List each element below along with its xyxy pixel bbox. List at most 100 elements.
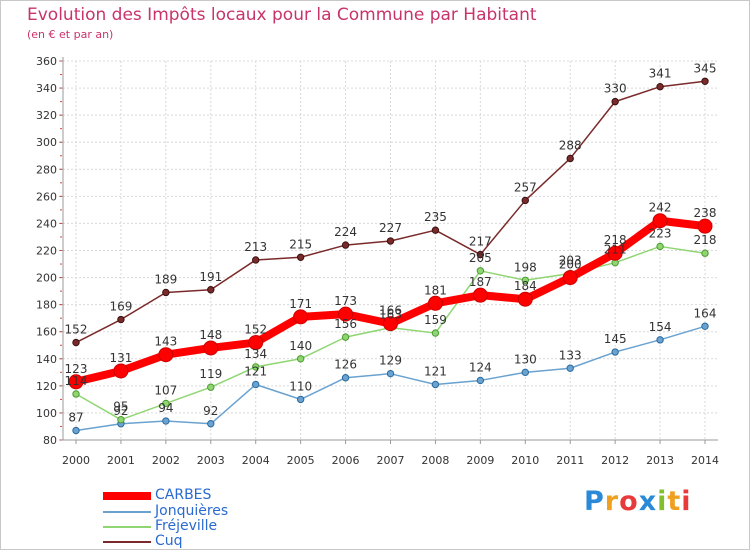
data-point-frejeville: [656, 242, 664, 251]
y-tick-label: 340: [36, 82, 57, 95]
data-point-carbes: [472, 287, 488, 303]
data-label-frejeville: 95: [113, 400, 128, 414]
data-label-frejeville: 107: [154, 383, 177, 397]
legend-swatch-frejeville: [103, 526, 151, 528]
x-tick-label: 2001: [107, 454, 135, 467]
data-label-cuq: 215: [289, 237, 312, 251]
data-point-carbes: [697, 218, 713, 234]
data-point-carbes: [427, 295, 443, 311]
x-tick-label: 2009: [466, 454, 494, 467]
data-label-jonquieres: 121: [244, 365, 267, 379]
x-tick-label: 2003: [197, 454, 225, 467]
data-point-carbes: [338, 306, 354, 322]
data-label-carbes: 166: [379, 304, 402, 318]
data-point-frejeville: [162, 399, 170, 408]
legend-label-carbes: CARBES: [155, 487, 212, 503]
data-point-frejeville: [431, 329, 440, 337]
data-point-cuq: [656, 83, 664, 91]
data-label-frejeville: 140: [289, 339, 312, 353]
data-label-jonquieres: 164: [694, 306, 717, 320]
y-tick-label: 240: [36, 217, 57, 230]
data-point-frejeville: [341, 333, 350, 341]
data-label-cuq: 257: [514, 180, 537, 194]
data-point-jonquieres: [207, 420, 215, 428]
data-point-carbes: [517, 291, 533, 307]
data-point-cuq: [476, 250, 485, 259]
data-label-jonquieres: 130: [514, 352, 537, 366]
data-label-frejeville: 114: [65, 374, 88, 388]
y-tick-label: 360: [36, 55, 57, 68]
data-point-carbes: [293, 309, 309, 325]
y-tick-label: 260: [36, 190, 57, 203]
x-tick-label: 2005: [287, 454, 315, 467]
data-label-frejeville: 163: [379, 308, 402, 322]
data-label-cuq: 169: [109, 300, 132, 314]
y-tick-label: 140: [36, 353, 57, 366]
data-label-carbes: 181: [424, 283, 447, 297]
data-label-cuq: 330: [604, 82, 627, 96]
x-tick-label: 2014: [691, 454, 719, 467]
data-label-jonquieres: 94: [158, 401, 173, 415]
y-tick-label: 300: [36, 136, 57, 149]
x-tick-label: 2007: [377, 454, 405, 467]
y-tick-label: 100: [36, 407, 57, 420]
data-point-cuq: [72, 338, 80, 347]
y-tick-label: 320: [36, 109, 57, 122]
data-point-cuq: [207, 286, 215, 294]
data-label-frejeville: 159: [424, 313, 447, 327]
data-point-jonquieres: [656, 336, 664, 344]
chart-subtitle: (en € et par an): [27, 28, 114, 41]
data-point-jonquieres: [476, 376, 485, 385]
series-lines: [68, 77, 713, 435]
data-point-jonquieres: [252, 380, 260, 389]
data-label-cuq: 345: [694, 61, 717, 75]
logo-letter: i: [681, 486, 692, 517]
x-tick-label: 2000: [62, 454, 90, 467]
data-label-cuq: 152: [65, 323, 88, 337]
data-point-cuq: [521, 196, 529, 205]
data-label-carbes: 152: [244, 323, 267, 337]
x-tick-label: 2012: [601, 454, 629, 467]
logo-letter: P: [584, 486, 605, 517]
data-point-carbes: [652, 213, 668, 229]
data-label-frejeville: 134: [244, 347, 267, 361]
data-label-frejeville: 156: [334, 317, 357, 331]
data-point-frejeville: [207, 383, 215, 391]
x-tick-label: 2008: [421, 454, 449, 467]
data-label-jonquieres: 124: [469, 360, 492, 374]
data-point-frejeville: [701, 249, 709, 257]
data-label-frejeville: 205: [469, 251, 492, 265]
chart-title: Evolution des Impôts locaux pour la Comm…: [27, 5, 537, 25]
logo-letter: o: [619, 486, 639, 517]
data-point-jonquieres: [296, 395, 305, 404]
data-label-jonquieres: 110: [289, 379, 312, 393]
data-point-carbes: [113, 363, 129, 379]
logo-letter: r: [604, 486, 620, 517]
data-label-cuq: 341: [649, 67, 672, 81]
data-point-cuq: [162, 288, 170, 297]
data-label-carbes: 218: [604, 233, 627, 247]
data-point-carbes: [607, 245, 623, 261]
data-label-carbes: 143: [154, 335, 177, 349]
data-point-frejeville: [521, 276, 529, 284]
data-label-cuq: 191: [199, 270, 222, 284]
data-label-cuq: 288: [559, 138, 582, 152]
logo-letter: x: [638, 486, 658, 517]
data-point-jonquieres: [72, 426, 80, 435]
data-label-jonquieres: 145: [604, 332, 627, 346]
data-point-jonquieres: [386, 369, 395, 378]
x-tick-label: 2006: [332, 454, 360, 467]
data-label-frejeville: 218: [694, 233, 717, 247]
data-label-cuq: 235: [424, 210, 447, 224]
data-label-cuq: 227: [379, 221, 402, 235]
data-point-cuq: [566, 154, 574, 163]
data-point-cuq: [701, 77, 709, 86]
data-label-jonquieres: 133: [559, 348, 582, 362]
data-point-carbes: [203, 340, 219, 356]
data-point-jonquieres: [431, 380, 440, 389]
data-label-frejeville: 198: [514, 260, 537, 274]
data-point-carbes: [248, 335, 264, 351]
data-label-cuq: 189: [154, 272, 177, 286]
